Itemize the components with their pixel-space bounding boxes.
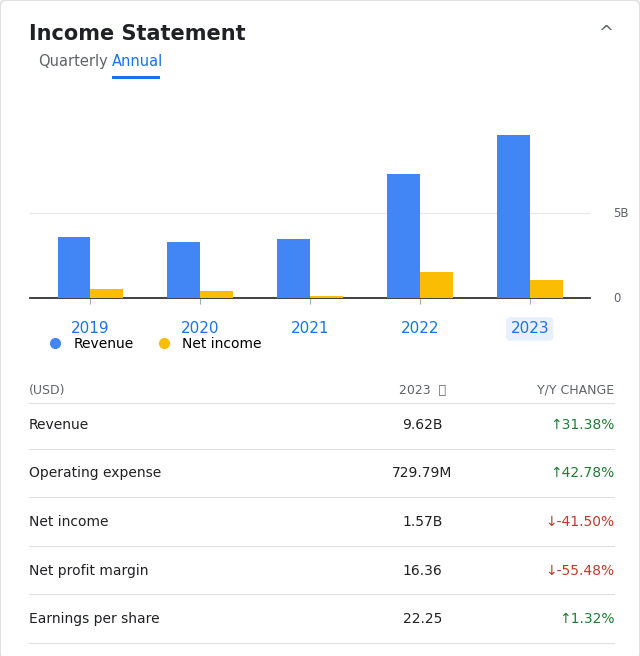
Text: 2019: 2019	[71, 321, 110, 337]
Text: ↑31.38%: ↑31.38%	[550, 418, 614, 432]
Text: Net income: Net income	[29, 515, 108, 529]
Text: ↓-41.50%: ↓-41.50%	[545, 515, 614, 529]
Text: Earnings per share: Earnings per share	[29, 612, 159, 626]
Bar	[310, 297, 343, 298]
Text: ↓-55.48%: ↓-55.48%	[545, 564, 614, 577]
Text: ↑42.78%: ↑42.78%	[550, 466, 614, 480]
Bar	[497, 135, 530, 298]
Text: 22.25: 22.25	[403, 612, 442, 626]
Text: 5B: 5B	[613, 207, 628, 220]
Legend: Revenue, Net income: Revenue, Net income	[36, 332, 267, 357]
Text: ^: ^	[598, 24, 613, 41]
Text: (USD): (USD)	[29, 384, 65, 397]
Text: 2022: 2022	[401, 321, 439, 337]
Bar	[420, 272, 453, 298]
Text: Revenue: Revenue	[29, 418, 89, 432]
Text: 0: 0	[613, 292, 621, 305]
Bar	[58, 237, 90, 298]
Bar	[530, 279, 563, 298]
Text: 16.36: 16.36	[403, 564, 442, 577]
Text: Annual: Annual	[112, 54, 163, 69]
Text: 9.62B: 9.62B	[402, 418, 443, 432]
Text: 2020: 2020	[181, 321, 220, 337]
Text: 2023  ⓘ: 2023 ⓘ	[399, 384, 446, 397]
Text: 2023: 2023	[510, 321, 549, 337]
Text: Y/Y CHANGE: Y/Y CHANGE	[537, 384, 614, 397]
Text: ↑1.32%: ↑1.32%	[559, 612, 614, 626]
Text: Net profit margin: Net profit margin	[29, 564, 148, 577]
Bar	[387, 174, 420, 298]
Text: 729.79M: 729.79M	[392, 466, 452, 480]
Text: 2021: 2021	[291, 321, 330, 337]
Text: Quarterly: Quarterly	[38, 54, 108, 69]
Text: Operating expense: Operating expense	[29, 466, 161, 480]
Bar	[277, 239, 310, 298]
Text: 1.57B: 1.57B	[402, 515, 443, 529]
Bar	[167, 242, 200, 298]
Text: Income Statement: Income Statement	[29, 24, 245, 43]
Bar	[90, 289, 124, 298]
Bar	[200, 291, 233, 298]
